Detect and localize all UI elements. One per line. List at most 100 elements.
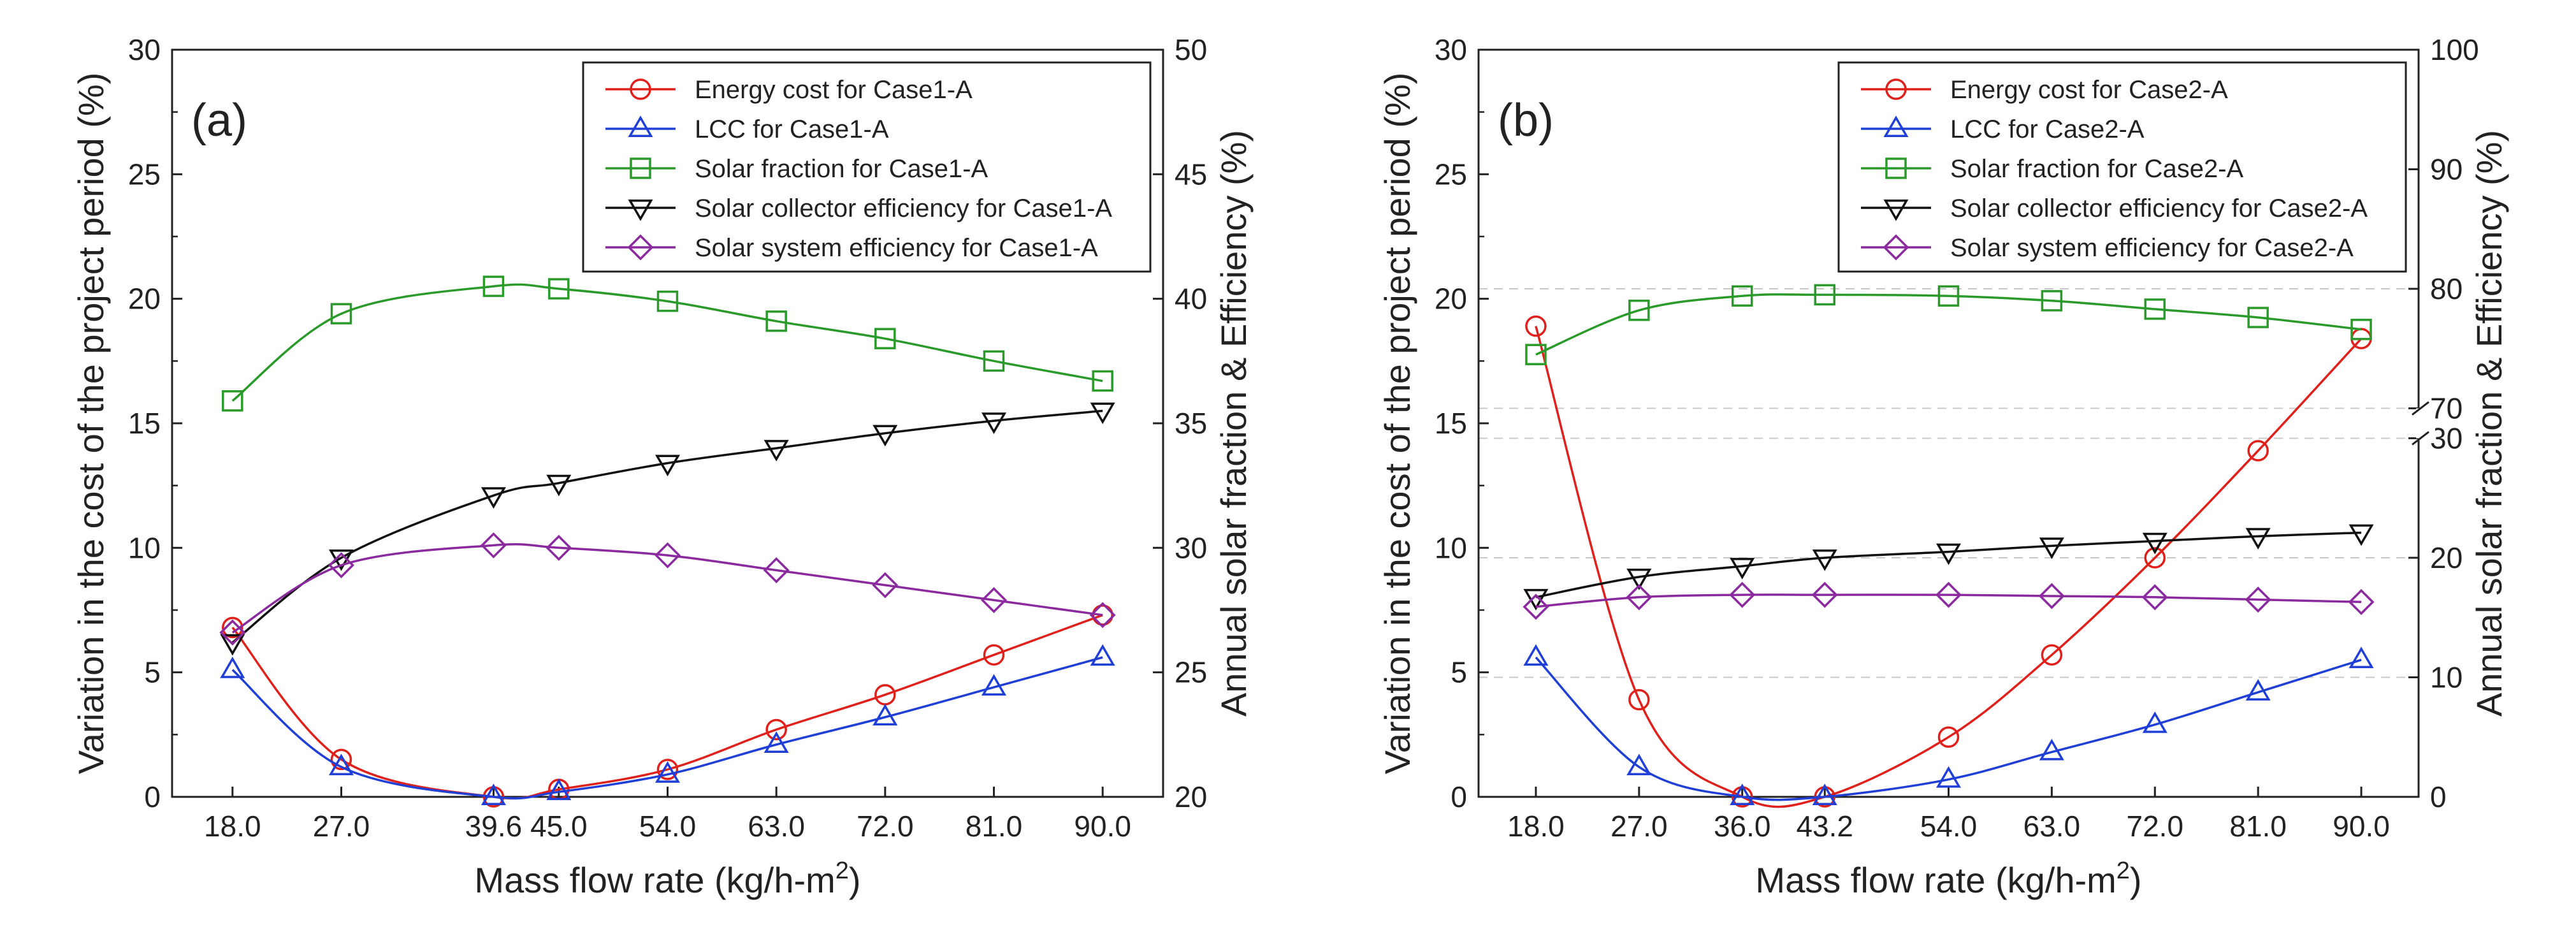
- data-point: [2041, 290, 2063, 312]
- x-tick-label: 72.0: [2127, 810, 2184, 843]
- legend-label: Solar collector efficiency for Case2-A: [1950, 194, 2368, 222]
- data-point: [872, 704, 898, 725]
- panel-label: (b): [1498, 95, 1554, 146]
- series-line: [1535, 593, 2362, 608]
- data-point: [548, 278, 570, 300]
- data-point: [655, 455, 681, 477]
- data-point: [1812, 549, 1837, 571]
- legend-entry: Energy cost for Case2-A: [1861, 76, 2228, 104]
- data-point: [2041, 644, 2063, 666]
- legend-marker: [630, 78, 651, 100]
- series-1: [222, 604, 1113, 808]
- legend-marker: [1883, 234, 1909, 261]
- y2-tick-label: 40: [1175, 282, 1207, 316]
- y2-tick-label: 100: [2430, 33, 2479, 66]
- x-tick-label: 27.0: [313, 810, 370, 843]
- y-tick-label: 5: [1451, 656, 1467, 689]
- series-5: [219, 532, 1116, 646]
- data-point: [219, 619, 246, 646]
- data-point: [763, 557, 790, 583]
- data-point: [2144, 298, 2166, 320]
- y-tick-label: 20: [128, 282, 161, 316]
- legend-box: [582, 61, 1152, 273]
- data-point: [1090, 402, 1115, 425]
- data-point: [1936, 766, 1962, 788]
- data-point: [220, 657, 245, 678]
- x-tick-label: 18.0: [204, 810, 261, 843]
- y-tick-label: 0: [1451, 780, 1467, 813]
- axis-break-mark: [2412, 401, 2429, 416]
- chart-panel-a: 0 5 10 15 20 25 30 20 25 30 35 40 45 50 18.0 27.0 39.6 45…: [71, 33, 1254, 900]
- x-tick-label: 27.0: [1610, 810, 1668, 843]
- data-point: [1628, 688, 1650, 711]
- y2-tick-label: 70: [2430, 392, 2463, 425]
- series-line: [1535, 326, 2363, 808]
- x-tick-label: 18.0: [1507, 810, 1565, 843]
- legend-marker: [628, 115, 653, 137]
- legend-entry: LCC for Case1-A: [605, 115, 889, 143]
- legend-entry: Energy cost for Case1-A: [605, 76, 973, 104]
- x-tick-label: 43.2: [1796, 810, 1853, 843]
- legend-label: Energy cost for Case2-A: [1950, 76, 2228, 104]
- y2-tick-label: 35: [1175, 407, 1207, 440]
- legend-entry: LCC for Case2-A: [1861, 115, 2145, 143]
- data-point: [2245, 528, 2271, 550]
- data-point: [1812, 783, 1837, 805]
- legend-entry: Solar system efficiency for Case1-A: [605, 234, 1098, 262]
- series-3: [1525, 284, 2372, 365]
- data-point: [1937, 285, 1960, 307]
- y2-tick-label: 45: [1175, 157, 1207, 191]
- data-point: [2348, 588, 2375, 615]
- data-point: [1523, 593, 1549, 620]
- y2-tick-label: 20: [1175, 780, 1207, 813]
- data-point: [1731, 285, 1753, 307]
- legend-label: Solar fraction for Case1-A: [695, 155, 988, 183]
- legend-marker: [1883, 200, 1909, 221]
- data-point: [1089, 602, 1116, 629]
- series-line: [231, 409, 1103, 644]
- legend-marker: [1885, 78, 1907, 100]
- legend-entry: Solar fraction for Case1-A: [605, 155, 988, 183]
- x-tick-label: 54.0: [1920, 810, 1978, 843]
- data-point: [1937, 726, 1960, 748]
- data-point: [2247, 307, 2269, 328]
- data-point: [874, 328, 896, 349]
- data-point: [328, 754, 354, 776]
- series-line: [231, 656, 1103, 800]
- x-tick-label: 81.0: [966, 810, 1023, 843]
- legend: Energy cost for Case2-A LCC for Case2-A So…: [1837, 61, 2407, 273]
- data-point: [2245, 679, 2271, 701]
- y-tick-label: 10: [1435, 531, 1467, 564]
- data-point: [1936, 543, 1962, 565]
- data-point: [2038, 583, 2065, 609]
- x-tick-label: 39.6: [465, 810, 523, 843]
- legend-label: Solar fraction for Case2-A: [1950, 155, 2244, 183]
- data-point: [2245, 586, 2271, 613]
- data-point: [656, 759, 679, 780]
- data-point: [655, 761, 681, 783]
- data-point: [2141, 584, 2168, 611]
- data-point: [2039, 537, 2064, 559]
- data-point: [2350, 319, 2372, 340]
- legend-entry: Solar fraction for Case2-A: [1861, 155, 2244, 183]
- x-tick-label: 45.0: [530, 810, 588, 843]
- data-point: [765, 718, 787, 741]
- x-tick-label: 63.0: [748, 810, 805, 843]
- data-point: [1936, 581, 1962, 608]
- data-point: [2144, 547, 2166, 569]
- legend-entry: Solar system efficiency for Case2-A: [1861, 234, 2354, 262]
- legend-marker: [1883, 115, 1909, 137]
- legend-entry: Solar collector efficiency for Case2-A: [1861, 194, 2368, 222]
- data-point: [220, 634, 245, 656]
- y-tick-label: 15: [128, 407, 161, 440]
- data-point: [1730, 783, 1755, 805]
- y2-tick-label: 30: [1175, 531, 1207, 564]
- y-tick-label: 25: [1435, 157, 1467, 191]
- data-point: [546, 534, 572, 561]
- data-point: [1626, 568, 1652, 590]
- data-point: [1525, 344, 1547, 365]
- y2-tick-label: 10: [2430, 660, 2463, 694]
- legend-label: Energy cost for Case1-A: [695, 76, 973, 104]
- legend-box: [1837, 61, 2407, 273]
